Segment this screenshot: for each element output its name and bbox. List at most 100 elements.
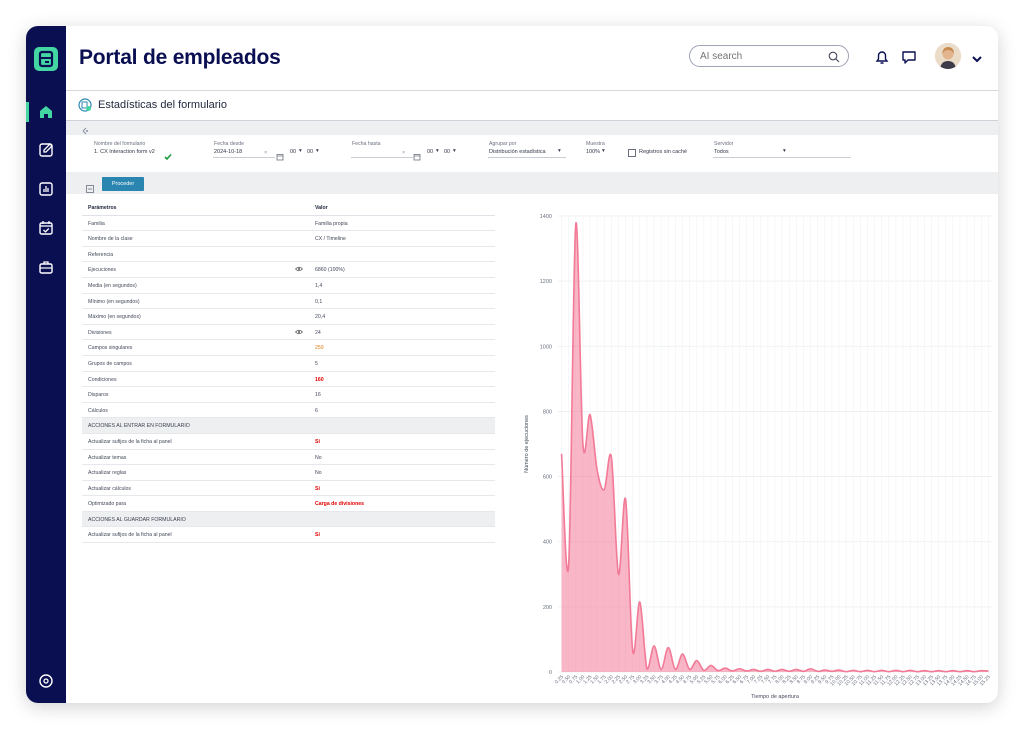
group-by-select[interactable]: Distribución estadística [489, 149, 546, 155]
column-header-parameters: Parámetros [88, 205, 117, 211]
table-row: Media (en segundos) 1,4 [82, 278, 495, 294]
x-tick-label: 6.75 [739, 674, 750, 685]
table-row: Actualizar sufijos de la ficha al panel S… [82, 527, 495, 544]
table-row: Actualizar cálculos Sí [82, 481, 495, 497]
y-tick-label: 0 [549, 670, 552, 676]
clear-date-from-icon[interactable]: × [264, 150, 268, 156]
calendar-icon[interactable] [413, 148, 421, 166]
param-name: Familia [88, 220, 105, 227]
chevron-down-icon[interactable]: ▾ [783, 148, 786, 154]
time-from-hour[interactable]: 00 [290, 149, 297, 155]
param-name: Máximo (en segundos) [88, 314, 141, 321]
y-axis-label: Número de ejecuciones [524, 415, 530, 473]
x-tick-label: 2.75 [625, 674, 636, 685]
param-name: Ejecuciones [88, 267, 116, 274]
param-value: 0,1 [315, 298, 323, 305]
calendar-icon[interactable] [276, 148, 284, 166]
proceed-button[interactable]: Proceder [102, 177, 144, 191]
active-indicator [26, 102, 29, 122]
param-name: Nombre de la clase [88, 236, 133, 243]
param-name: Actualizar sufijos de la ficha al panel [88, 438, 172, 445]
area-line [560, 222, 989, 673]
table-row: Grupos de campos 5 [82, 356, 495, 372]
time-to-hour[interactable]: 00 [427, 149, 434, 155]
server-select[interactable]: Todos [714, 149, 729, 155]
chevron-down-icon[interactable]: ▾ [453, 148, 456, 154]
x-tick-label: 1.25 [582, 674, 593, 685]
x-tick-label: 3.50 [646, 674, 657, 685]
section-header: Estadísticas del formulario [66, 90, 998, 121]
date-from-input[interactable]: 2024-10-18 [214, 149, 243, 155]
time-from-minute[interactable]: 00 [307, 149, 314, 155]
param-value: CX / Timeline [315, 236, 346, 243]
x-tick-label: 1.50 [589, 674, 600, 685]
edit-icon[interactable] [36, 140, 56, 160]
collapse-icon[interactable] [80, 123, 90, 141]
eye-icon[interactable] [295, 329, 303, 337]
param-name: Grupos de campos [88, 360, 132, 367]
x-tick-label: 5.75 [710, 674, 721, 685]
x-tick-label: 5.00 [689, 674, 700, 685]
section-label: ACCIONES AL GUARDAR FORMULARIO [88, 516, 186, 523]
settings-icon[interactable] [36, 671, 56, 691]
table-row: Familia Familia propia [82, 216, 495, 232]
x-tick-label: 2.00 [604, 674, 615, 685]
avatar[interactable] [935, 43, 961, 69]
sample-select[interactable]: 100% [586, 149, 601, 155]
chat-icon[interactable] [900, 48, 918, 71]
eye-icon[interactable] [295, 266, 303, 274]
calendar-check-icon[interactable] [36, 218, 56, 238]
param-value: 6 [315, 407, 318, 414]
column-header-value: Valor [315, 205, 328, 211]
param-name: Mínimo (en segundos) [88, 298, 140, 305]
x-tick-label: 9.50 [817, 674, 828, 685]
x-tick-label: 2.50 [618, 674, 629, 685]
param-name: Referencia [88, 251, 114, 258]
param-value: 259 [315, 345, 324, 352]
param-name: Condiciones [88, 376, 117, 383]
y-tick-label: 1000 [540, 344, 552, 350]
table-row: Nombre de la clase CX / Timeline [82, 231, 495, 247]
x-tick-label: 1.75 [597, 674, 608, 685]
bell-icon[interactable] [873, 48, 891, 71]
portal-logo-icon[interactable] [34, 47, 58, 71]
table-row: Mínimo (en segundos) 0,1 [82, 294, 495, 310]
filter-collapse-bar[interactable] [66, 121, 998, 135]
chevron-down-icon[interactable]: ▾ [558, 148, 561, 154]
x-tick-label: 9.75 [824, 674, 835, 685]
form-name-select[interactable]: 1. CX Interaction form v2 [94, 149, 155, 155]
x-tick-label: 9.00 [803, 674, 814, 685]
search-box[interactable] [689, 45, 849, 67]
top-header: Portal de empleados [66, 26, 998, 90]
chevron-down-icon[interactable]: ▾ [316, 148, 319, 154]
bar-chart-icon[interactable] [36, 179, 56, 199]
param-name: Optimizado para [88, 501, 127, 508]
export-icon[interactable] [86, 180, 94, 198]
page-title: Portal de empleados [79, 46, 281, 69]
table-section-header: ACCIONES AL GUARDAR FORMULARIO [82, 511, 495, 528]
x-tick-label: 8.50 [789, 674, 800, 685]
y-tick-label: 1200 [540, 279, 552, 285]
briefcase-icon[interactable] [36, 257, 56, 277]
date-to-label: Fecha hasta [352, 141, 381, 147]
chevron-down-icon[interactable] [971, 51, 983, 69]
no-cache-checkbox[interactable] [628, 149, 636, 157]
param-name: Disparos [88, 392, 109, 399]
area-fill [561, 222, 989, 672]
parameters-table: Parámetros Valor Familia Familia propia N… [82, 200, 495, 544]
chevron-down-icon[interactable]: ▾ [299, 148, 302, 154]
server-label: Servidor [714, 141, 734, 147]
home-icon[interactable] [36, 102, 56, 122]
search-input[interactable] [700, 48, 820, 64]
time-to-minute[interactable]: 00 [444, 149, 451, 155]
chevron-down-icon[interactable]: ▾ [602, 148, 605, 154]
clear-date-to-icon[interactable]: × [402, 150, 406, 156]
param-value: Familia propia [315, 220, 348, 227]
param-name: Campos singulares [88, 345, 133, 352]
table-row: Actualizar reglas No [82, 465, 495, 481]
no-cache-label: Registros sin caché [639, 149, 687, 155]
x-tick-label: 8.25 [782, 674, 793, 685]
chevron-down-icon[interactable]: ▾ [436, 148, 439, 154]
x-tick-label: 8.75 [796, 674, 807, 685]
search-icon[interactable] [828, 50, 840, 68]
